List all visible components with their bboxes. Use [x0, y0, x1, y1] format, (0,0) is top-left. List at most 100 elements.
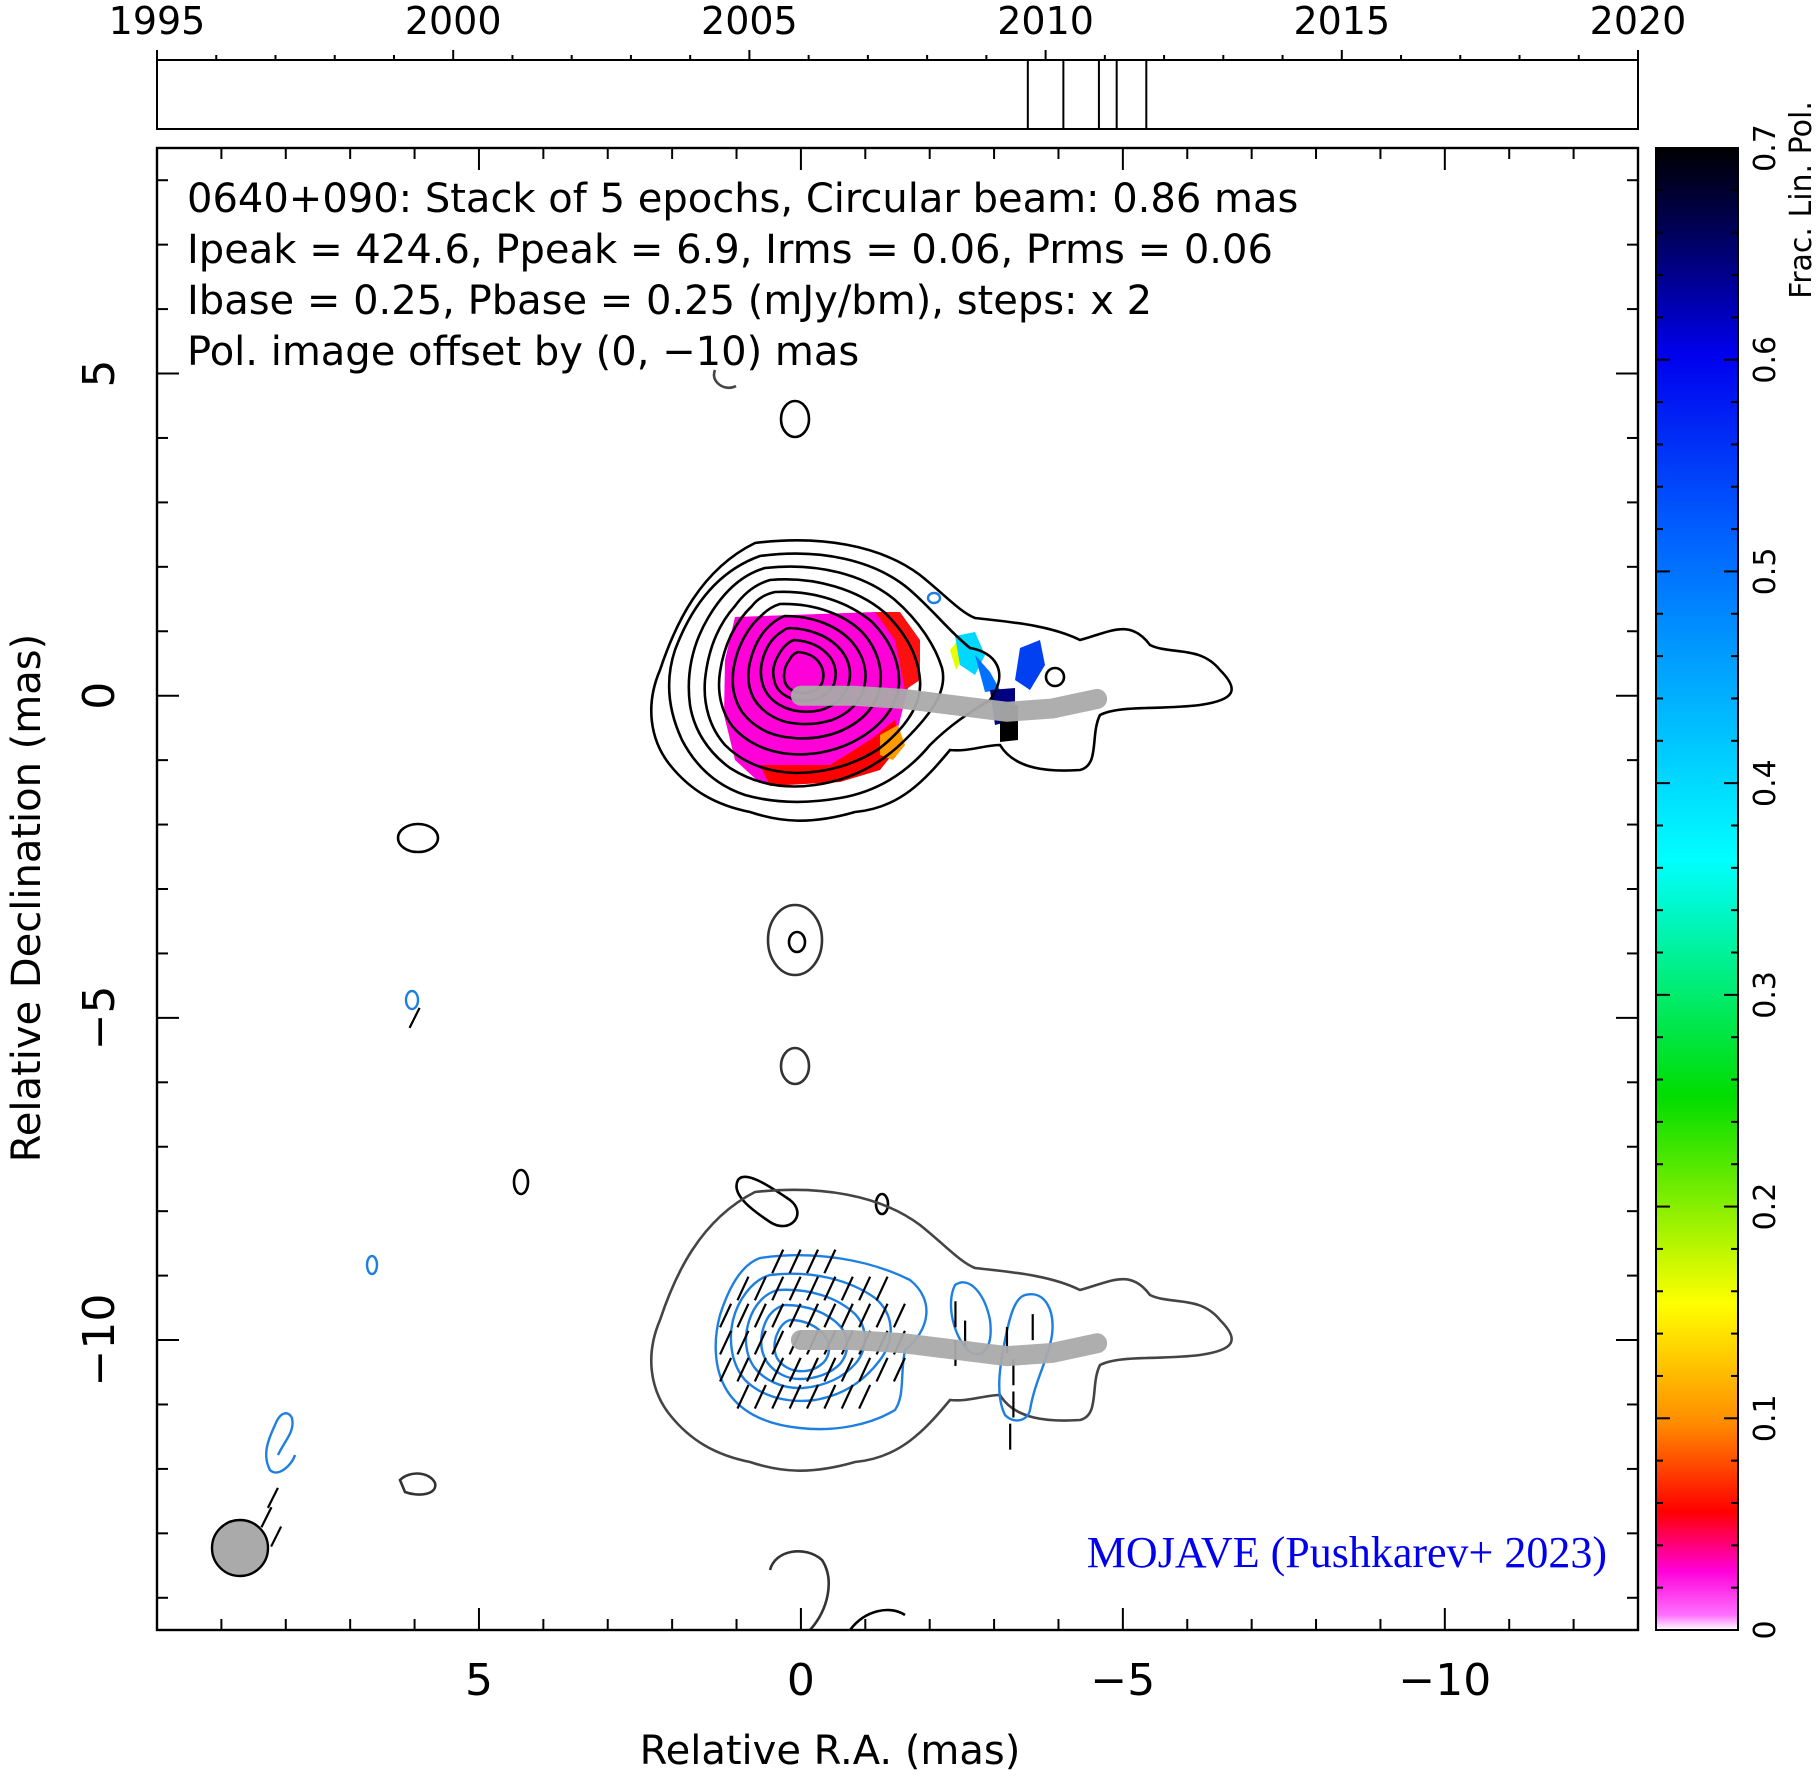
- i-contour-island-9: [735, 1175, 799, 1228]
- evpa-stick: [753, 1357, 767, 1382]
- colorbar: 0 0.1 0.2 0.3 0.4 0.5 0.6 0.7 Frac. Lin. Pol.: [1655, 101, 1819, 1640]
- frac-pol-edge-orange: [880, 725, 905, 760]
- y-tick-labels: 5 0 −5 −10: [74, 360, 125, 1387]
- evpa-stick: [736, 1384, 750, 1409]
- evpa-stick: [771, 1276, 785, 1301]
- frac-pol-jet-blue-2: [1015, 640, 1045, 690]
- epoch-axis-label: 2015: [1293, 0, 1390, 43]
- evpa-stick: [840, 1303, 854, 1328]
- x-tick-label: 5: [465, 1655, 493, 1706]
- evpa-stick: [719, 1303, 733, 1328]
- i-contour-2: [667, 552, 1001, 804]
- evpa-stick: [260, 1506, 273, 1528]
- p-contour-2: [729, 1272, 892, 1403]
- x-axis-title: Relative R.A. (mas): [640, 1728, 1021, 1774]
- i-contour-island-6: [779, 1046, 811, 1086]
- beam-ellipse: [210, 1518, 270, 1578]
- p-contour-island-4: [926, 591, 942, 605]
- evpa-vectors: [260, 1007, 1034, 1548]
- evpa-stick: [823, 1276, 837, 1301]
- evpa-stick: [840, 1276, 854, 1301]
- colorbar-tick-label: 0: [1748, 1620, 1783, 1639]
- i-contour-island-12: [848, 1608, 906, 1630]
- info-line-3: Ibase = 0.25, Pbase = 0.25 (mJy/bm), ste…: [187, 278, 1152, 324]
- i-contour-island-1: [779, 399, 811, 439]
- i-contour-3: [687, 565, 945, 788]
- y-tick-label: 0: [74, 682, 125, 710]
- stokes-i-contours-lower: [650, 1188, 1233, 1472]
- evpa-stick: [270, 1526, 283, 1548]
- x-tick-labels: 5 0 −5 −10: [465, 1655, 1491, 1706]
- colorbar-gradient: [1655, 147, 1739, 1631]
- ridge-lines: [790, 685, 1108, 1367]
- evpa-stick: [771, 1303, 785, 1328]
- y-tick-label: −10: [74, 1294, 125, 1387]
- frac-pol-jet-blue-1: [975, 655, 1000, 692]
- x-tick-label: −10: [1398, 1655, 1491, 1706]
- i-contour-island-5: [787, 930, 807, 954]
- epoch-axis-label: 2000: [405, 0, 502, 43]
- axis-ticks: [156, 148, 1639, 1630]
- ridge-line-total-intensity: [790, 685, 1108, 722]
- y-tick-label: 5: [74, 360, 125, 388]
- evpa-stick: [806, 1357, 819, 1382]
- colorbar-tick-label: 0.5: [1748, 548, 1783, 596]
- evpa-stick: [840, 1384, 854, 1409]
- evpa-stick: [753, 1303, 767, 1328]
- epoch-axis-label: 1995: [109, 0, 206, 43]
- evpa-stick: [736, 1330, 750, 1355]
- i-contour-5: [717, 590, 901, 756]
- pol-contours: [265, 591, 1054, 1474]
- i-contour-island-11: [768, 1550, 830, 1630]
- evpa-stick: [823, 1384, 837, 1409]
- evpa-stick: [858, 1276, 872, 1301]
- evpa-stick: [753, 1330, 767, 1355]
- epoch-strip: 1995 2000 2005 2010 2015 2020: [109, 0, 1687, 130]
- evpa-stick: [858, 1384, 872, 1409]
- evpa-stick: [736, 1357, 750, 1382]
- epoch-strip-frame: [156, 59, 1639, 130]
- evpa-stick: [823, 1249, 837, 1274]
- evpa-stick: [806, 1276, 819, 1301]
- evpa-stick: [823, 1357, 837, 1382]
- evpa-stick: [875, 1357, 889, 1382]
- i-contour-8: [759, 626, 852, 714]
- colorbar-tick-label: 0.3: [1748, 971, 1783, 1019]
- evpa-stick: [806, 1303, 819, 1328]
- evpa-stick: [875, 1276, 889, 1301]
- i-contour-7: [747, 614, 867, 726]
- colorbar-title: Frac. Lin. Pol.: [1784, 101, 1819, 299]
- evpa-stick: [788, 1276, 802, 1301]
- colorbar-ticks: [1656, 147, 1738, 1631]
- evpa-stick: [806, 1384, 819, 1409]
- evpa-stick: [788, 1357, 802, 1382]
- epoch-axis-label: 2010: [997, 0, 1094, 43]
- evpa-stick: [858, 1357, 872, 1382]
- i-contour-island-4: [766, 903, 824, 977]
- evpa-stick: [408, 1007, 421, 1029]
- evpa-stick: [771, 1357, 785, 1382]
- i-contour-island-13: [1640, 390, 1642, 420]
- i-contour-lower-outer: [650, 1188, 1233, 1472]
- evpa-stick: [736, 1276, 750, 1301]
- epoch-axis-label: 2005: [701, 0, 798, 43]
- evpa-stick: [788, 1249, 802, 1274]
- p-contour-island-1: [404, 989, 420, 1011]
- i-contour-knot: [1044, 666, 1066, 688]
- colorbar-tick-label: 0.4: [1748, 759, 1783, 807]
- p-contour-island-2: [365, 1254, 379, 1276]
- p-contour-jet-2: [998, 1293, 1054, 1422]
- evpa-stick: [875, 1303, 889, 1328]
- i-contour-outer: [650, 539, 1233, 822]
- evpa-stick: [788, 1384, 802, 1409]
- frac-pol-edge-red-upper: [875, 612, 920, 690]
- info-line-4-pol-offset: Pol. image offset by (0, −10) mas: [187, 329, 859, 375]
- evpa-stick: [840, 1357, 854, 1382]
- evpa-stick: [858, 1303, 872, 1328]
- epoch-axis-labels: 1995 2000 2005 2010 2015 2020: [109, 0, 1687, 43]
- i-contour-island-2: [712, 369, 737, 390]
- evpa-stick: [736, 1303, 750, 1328]
- i-contour-6: [731, 602, 883, 740]
- evpa-stick: [753, 1384, 767, 1409]
